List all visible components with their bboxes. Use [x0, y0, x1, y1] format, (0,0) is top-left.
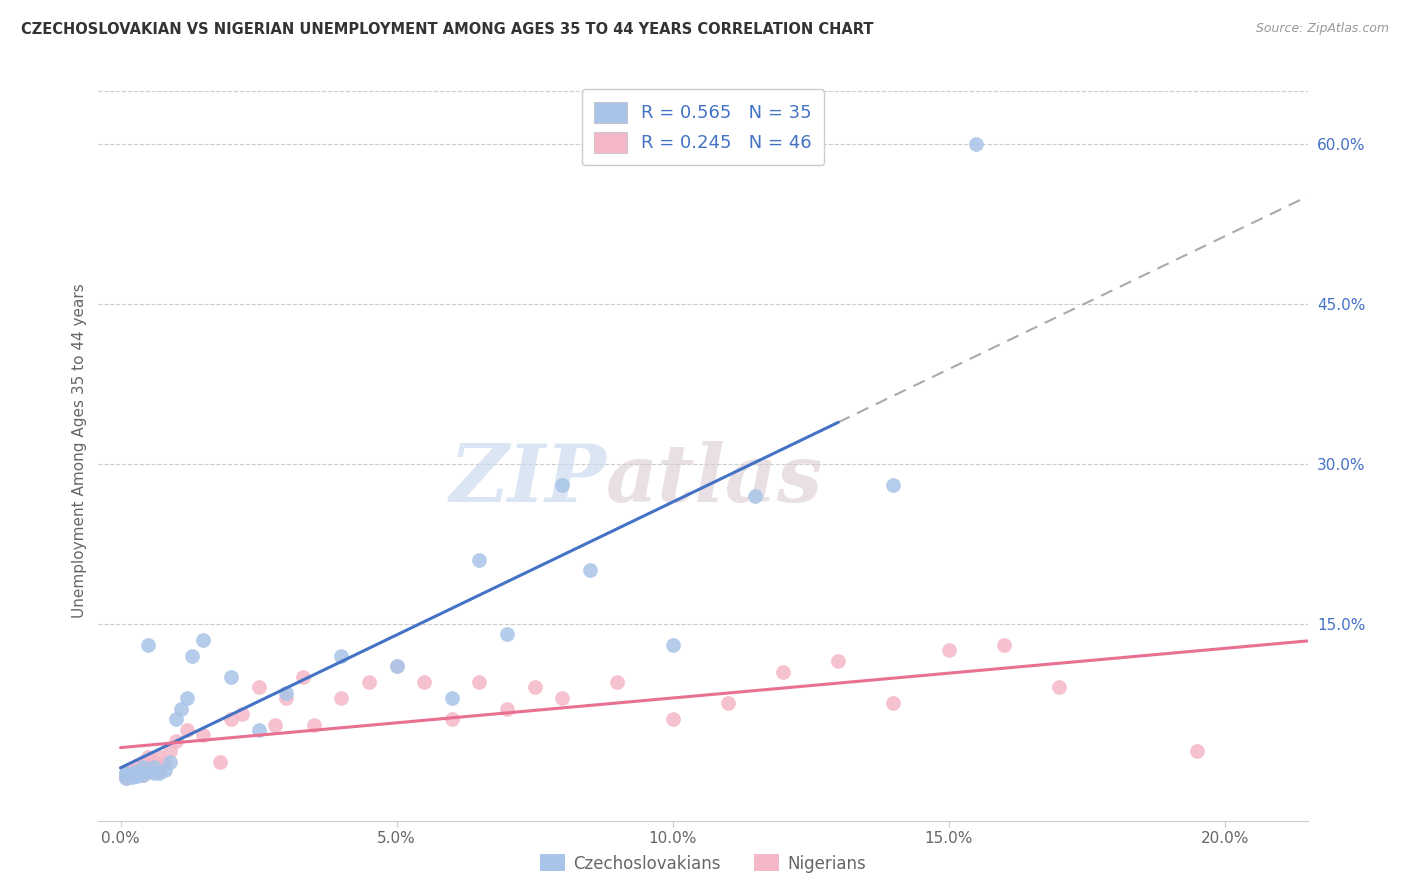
- Point: [827, 654, 849, 668]
- Point: [1047, 681, 1070, 695]
- Point: [142, 765, 165, 780]
- Point: [142, 755, 165, 769]
- Point: [385, 659, 408, 673]
- Point: [551, 691, 574, 706]
- Point: [496, 702, 519, 716]
- Point: [121, 768, 143, 782]
- Text: CZECHOSLOVAKIAN VS NIGERIAN UNEMPLOYMENT AMONG AGES 35 TO 44 YEARS CORRELATION C: CZECHOSLOVAKIAN VS NIGERIAN UNEMPLOYMENT…: [21, 22, 873, 37]
- Point: [468, 675, 491, 690]
- Point: [136, 749, 159, 764]
- Point: [136, 764, 159, 778]
- Point: [121, 765, 143, 780]
- Point: [148, 749, 170, 764]
- Point: [578, 563, 600, 577]
- Text: ZIP: ZIP: [450, 442, 606, 519]
- Point: [115, 771, 138, 785]
- Point: [165, 713, 187, 727]
- Point: [193, 632, 215, 647]
- Point: [219, 713, 242, 727]
- Point: [170, 702, 193, 716]
- Point: [523, 681, 546, 695]
- Point: [1185, 744, 1208, 758]
- Point: [193, 728, 215, 742]
- Y-axis label: Unemployment Among Ages 35 to 44 years: Unemployment Among Ages 35 to 44 years: [72, 283, 87, 618]
- Point: [302, 718, 325, 732]
- Point: [148, 764, 170, 778]
- Text: atlas: atlas: [606, 442, 824, 519]
- Point: [440, 691, 463, 706]
- Point: [208, 755, 231, 769]
- Point: [606, 675, 628, 690]
- Point: [247, 681, 270, 695]
- Point: [330, 648, 353, 663]
- Point: [965, 137, 987, 152]
- Point: [882, 478, 904, 492]
- Point: [468, 552, 491, 566]
- Point: [181, 648, 204, 663]
- Legend: Czechoslovakians, Nigerians: Czechoslovakians, Nigerians: [533, 847, 873, 880]
- Point: [357, 675, 380, 690]
- Point: [136, 764, 159, 778]
- Point: [440, 713, 463, 727]
- Point: [176, 723, 198, 737]
- Point: [121, 764, 143, 778]
- Legend: R = 0.565   N = 35, R = 0.245   N = 46: R = 0.565 N = 35, R = 0.245 N = 46: [582, 89, 824, 165]
- Point: [551, 478, 574, 492]
- Point: [125, 769, 148, 783]
- Point: [276, 686, 298, 700]
- Point: [153, 763, 176, 777]
- Point: [131, 755, 153, 769]
- Point: [231, 707, 253, 722]
- Point: [291, 670, 314, 684]
- Point: [131, 768, 153, 782]
- Text: Source: ZipAtlas.com: Source: ZipAtlas.com: [1256, 22, 1389, 36]
- Point: [496, 627, 519, 641]
- Point: [125, 765, 148, 780]
- Point: [744, 489, 766, 503]
- Point: [142, 760, 165, 774]
- Point: [142, 760, 165, 774]
- Point: [661, 638, 683, 652]
- Point: [938, 643, 960, 657]
- Point: [385, 659, 408, 673]
- Point: [148, 765, 170, 780]
- Point: [247, 723, 270, 737]
- Point: [159, 744, 181, 758]
- Point: [330, 691, 353, 706]
- Point: [661, 713, 683, 727]
- Point: [153, 757, 176, 772]
- Point: [882, 697, 904, 711]
- Point: [115, 771, 138, 785]
- Point: [264, 718, 287, 732]
- Point: [772, 665, 794, 679]
- Point: [717, 697, 740, 711]
- Point: [115, 765, 138, 780]
- Point: [276, 691, 298, 706]
- Point: [115, 765, 138, 780]
- Point: [413, 675, 436, 690]
- Point: [115, 768, 138, 782]
- Point: [131, 760, 153, 774]
- Point: [219, 670, 242, 684]
- Point: [993, 638, 1015, 652]
- Point: [136, 638, 159, 652]
- Point: [125, 760, 148, 774]
- Point: [165, 733, 187, 747]
- Point: [131, 768, 153, 782]
- Point: [121, 770, 143, 784]
- Point: [125, 764, 148, 778]
- Point: [176, 691, 198, 706]
- Point: [159, 755, 181, 769]
